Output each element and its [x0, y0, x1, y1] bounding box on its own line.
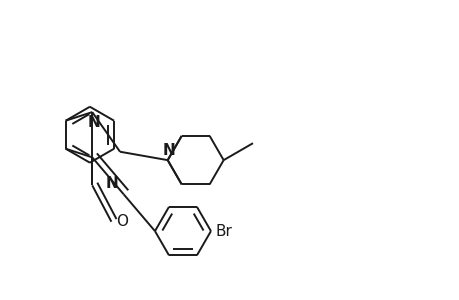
Text: Br: Br: [215, 224, 232, 238]
Text: O: O: [116, 214, 128, 229]
Text: N: N: [106, 176, 118, 191]
Text: N: N: [87, 115, 100, 130]
Text: N: N: [162, 142, 175, 158]
